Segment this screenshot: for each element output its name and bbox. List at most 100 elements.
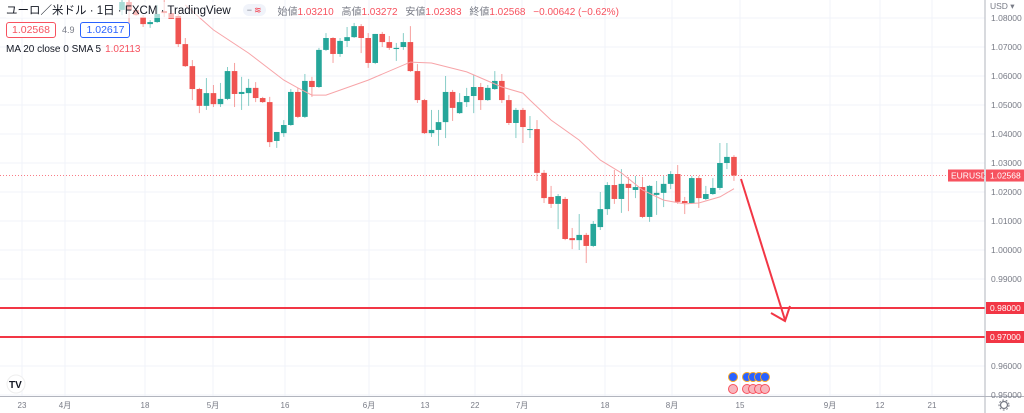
candle-body (189, 66, 196, 90)
candle-down (407, 26, 414, 72)
candle-body (154, 13, 160, 23)
legend-toggle[interactable]: − ≋ (242, 4, 266, 16)
time-tick-label: 23 (18, 401, 27, 410)
candle-up (717, 142, 723, 190)
candle-down (731, 155, 737, 181)
candle-up (351, 22, 357, 39)
trend-arrow[interactable] (740, 178, 791, 323)
candle-up (618, 169, 625, 213)
eye-icon[interactable]: ≋ (253, 4, 262, 15)
candle-body (639, 187, 646, 217)
price-tick-label: 1.03000 (991, 158, 1022, 168)
candle-body (463, 96, 470, 103)
candle-body (506, 100, 512, 123)
candle-down (674, 165, 681, 204)
hline-price-label: 0.97000 (990, 332, 1021, 342)
open-label: 始値 (277, 6, 298, 18)
price-tick-label: 0.95000 (991, 390, 1022, 400)
candle-body (196, 89, 203, 106)
candle-down (330, 37, 336, 63)
symbol-title[interactable]: ユーロ／米ドル · 1日 · FXCM · TradingView (6, 2, 231, 18)
candle-down (449, 89, 456, 121)
candle-down (477, 82, 484, 110)
sell-button[interactable]: 1.02568 (6, 22, 56, 38)
candle-up (456, 93, 463, 114)
economic-event-flags[interactable] (728, 372, 770, 394)
candle-down (386, 35, 393, 50)
price-axis[interactable]: 1.08000 1.07000 1.06000 1.05000 1.04000 1.030… (991, 13, 1022, 400)
gear-icon[interactable] (998, 399, 1010, 411)
candles (119, 0, 737, 264)
candle-down (562, 196, 568, 241)
candle-body (520, 109, 526, 128)
last-price-tag (986, 169, 1024, 182)
candle-down (639, 176, 646, 219)
candle-body (288, 91, 294, 126)
candle-up (344, 26, 350, 47)
candle-body (681, 200, 688, 204)
currency-label[interactable]: USD ▾ (990, 1, 1015, 11)
candle-down (365, 33, 371, 68)
candle-down (266, 96, 273, 148)
candle-down (506, 95, 512, 126)
candle-up (302, 73, 308, 119)
time-tick-label: 22 (471, 401, 480, 410)
tradingview-logo[interactable]: TV (6, 374, 26, 394)
horizontal-lines[interactable]: 0.98000 0.97000 (0, 302, 1024, 343)
candle-body (379, 33, 386, 43)
candle-body (541, 172, 547, 199)
candle-body (449, 91, 456, 108)
ma-label: MA 20 close 0 SMA 5 (6, 44, 102, 55)
candle-up (555, 194, 561, 230)
candle-body (266, 102, 273, 143)
candle-body (492, 80, 498, 90)
close-label: 終値 (469, 6, 490, 18)
time-axis[interactable]: 23 4月 18 5月 16 6月 13 22 7月 18 8月 15 9月 12 21 (18, 401, 937, 410)
time-tick-label: 21 (928, 401, 937, 410)
candle-body (576, 234, 583, 241)
candle-body (407, 42, 414, 72)
ma-legend[interactable]: MA 20 close 0 SMA 5 1.02113 (6, 44, 624, 55)
candle-body (428, 129, 435, 134)
candle-body (513, 109, 519, 123)
candle-body (330, 38, 336, 54)
candle-up (280, 120, 287, 137)
grid (0, 0, 985, 396)
candle-body (351, 26, 357, 38)
candle-up (710, 178, 716, 195)
candle-body (604, 185, 611, 210)
candle-up (288, 89, 294, 126)
candle-down (231, 62, 238, 108)
candle-up (217, 82, 224, 108)
candle-body (477, 87, 484, 101)
candle-body (147, 22, 153, 25)
candle-body (400, 42, 407, 47)
candle-body (583, 234, 590, 246)
candle-body (182, 44, 189, 67)
candle-body (372, 33, 379, 63)
collapse-icon[interactable]: − (246, 5, 252, 15)
event-icon-us (760, 384, 770, 394)
candle-body (421, 100, 428, 134)
candle-body (484, 87, 491, 101)
hline-price-label: 0.98000 (990, 303, 1021, 313)
candle-up (435, 109, 442, 146)
candle-body (667, 174, 674, 184)
candle-body (435, 122, 442, 130)
candle-down (182, 38, 189, 68)
candle-up (316, 47, 322, 88)
candle-up (632, 176, 639, 199)
event-icon-us (728, 384, 738, 394)
buy-button[interactable]: 1.02617 (80, 22, 131, 38)
candle-up (224, 67, 231, 101)
candle-up (428, 109, 435, 137)
candle-body (562, 198, 568, 239)
candle-body (695, 178, 702, 199)
candle-body (231, 71, 238, 94)
candle-body (224, 71, 231, 99)
candle-up (203, 78, 210, 110)
price-tick-label: 1.07000 (991, 42, 1022, 52)
time-tick-label: 18 (601, 401, 610, 410)
candle-body (217, 98, 224, 105)
